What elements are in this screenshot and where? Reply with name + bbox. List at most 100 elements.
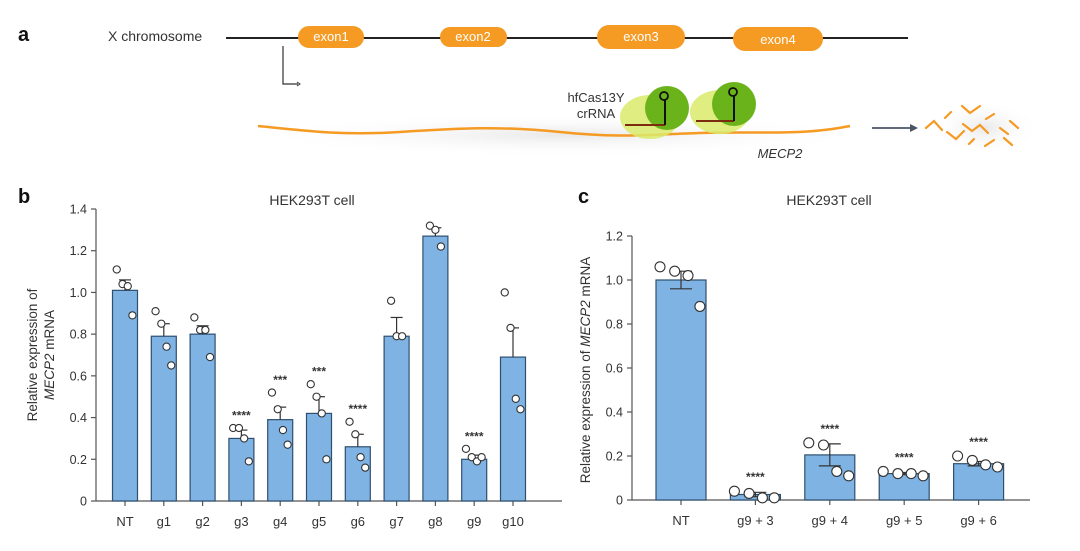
exon-1-label: exon1 [313, 29, 348, 44]
b-data-point [306, 380, 315, 389]
b-data-point [461, 444, 471, 454]
b-data-point [234, 423, 244, 433]
exon-3: exon3 [597, 25, 685, 49]
b-data-point [283, 440, 292, 449]
exon-3-label: exon3 [623, 29, 658, 44]
chromosome-label: X chromosome [108, 28, 202, 44]
mecp2-mrna-strand [257, 124, 851, 137]
b-bar [499, 356, 527, 502]
b-data-point [356, 453, 365, 462]
c-data-point [654, 261, 666, 273]
b-bar-group: **** [461, 429, 488, 502]
b-bar-group [383, 296, 410, 502]
c-x-tick-label: NT [672, 513, 689, 528]
b-bar [111, 289, 139, 502]
tss-arrow-icon [282, 46, 301, 87]
c-data-point [991, 461, 1004, 473]
b-bar [305, 412, 333, 502]
b-y-tick-label: 0.2 [70, 453, 87, 467]
degradation-arrow-icon [872, 124, 918, 132]
b-bar-group [189, 313, 216, 502]
c-data-point [817, 439, 830, 451]
c-data-point [905, 468, 917, 480]
chart-b-ylabel-line2: MECP2 mRNA [42, 310, 57, 400]
chart-b-ylabel-line1: Relative expression of [25, 288, 40, 421]
b-y-tick-label: 0.4 [70, 411, 87, 425]
c-data-point [694, 300, 706, 312]
b-x-tick-label: g4 [273, 514, 287, 529]
c-x-tick-label: g9 + 3 [737, 513, 774, 528]
c-significance-label: **** [969, 435, 988, 449]
c-data-point [728, 485, 740, 497]
b-data-point [361, 463, 370, 472]
exon-4-label: exon4 [760, 32, 795, 47]
b-data-point [239, 434, 249, 443]
c-y-tick-label: 0.2 [606, 450, 623, 464]
c-bar-group: **** [952, 435, 1005, 501]
b-data-point [516, 405, 525, 414]
c-data-point [877, 465, 889, 477]
chart-c-ylabel: Relative expression of MECP2 mRNA [578, 257, 593, 484]
b-bar-group: *** [267, 373, 294, 502]
b-y-tick-label: 1.4 [70, 203, 87, 217]
b-y-tick-label: 1.2 [70, 244, 87, 258]
schematic-diagram: X chromosome exon1 exon2 exon3 exon4 hfC… [108, 25, 1040, 161]
c-x-tick-label: g9 + 5 [886, 513, 923, 528]
protein-label-line1: hfCas13Y [567, 90, 624, 105]
exon-2-label: exon2 [455, 29, 490, 44]
cas13-complex-2-icon [690, 82, 756, 134]
fragments-shadow [930, 100, 1040, 156]
b-data-point [511, 394, 520, 403]
c-y-tick-label: 0 [616, 494, 623, 508]
c-y-tick-label: 1.2 [606, 230, 623, 244]
c-bar-group [654, 261, 707, 501]
b-y-tick-label: 0.8 [70, 328, 87, 342]
b-data-point [112, 265, 121, 274]
exon-1: exon1 [298, 26, 364, 48]
c-data-point [952, 450, 964, 462]
c-data-point [756, 492, 768, 504]
b-bar [422, 235, 449, 502]
b-data-point [345, 417, 354, 426]
b-data-point [123, 282, 132, 291]
b-data-point [128, 311, 137, 320]
b-x-tick-label: g8 [428, 514, 442, 529]
b-data-point [244, 457, 253, 466]
b-data-point [425, 221, 435, 230]
b-bar-group [499, 288, 527, 502]
panel-c-label: c [578, 186, 590, 208]
c-significance-label: **** [895, 450, 914, 464]
c-bar [655, 279, 707, 501]
b-data-point [317, 409, 326, 418]
b-x-tick-label: g1 [157, 514, 171, 529]
b-data-point [273, 405, 282, 414]
b-x-tick-label: NT [116, 514, 133, 529]
c-bar-group: **** [803, 422, 856, 501]
b-significance-label: *** [273, 373, 287, 387]
b-data-point [190, 313, 199, 322]
b-bar [267, 419, 294, 502]
c-bar-group: **** [728, 470, 782, 504]
b-bar-group [111, 265, 139, 502]
b-data-point [267, 388, 277, 397]
panel-b-label: b [18, 186, 31, 208]
b-data-point [431, 225, 440, 235]
c-data-point [768, 492, 780, 504]
b-x-tick-label: g5 [312, 514, 326, 529]
b-bar-group [150, 307, 177, 502]
b-y-tick-label: 0 [80, 495, 87, 509]
b-x-tick-label: g9 [467, 514, 481, 529]
b-data-point [386, 296, 396, 305]
c-x-tick-label: g9 + 6 [960, 513, 997, 528]
c-data-point [831, 465, 843, 477]
b-x-tick-label: g6 [351, 514, 365, 529]
c-bar-group: **** [877, 450, 930, 501]
b-data-point [157, 319, 166, 328]
b-bar-group: **** [344, 402, 371, 502]
b-data-point [506, 323, 515, 333]
b-significance-label: *** [312, 365, 326, 379]
c-data-point [682, 270, 694, 282]
b-y-tick-label: 1.0 [70, 286, 87, 300]
b-bar [383, 335, 410, 502]
